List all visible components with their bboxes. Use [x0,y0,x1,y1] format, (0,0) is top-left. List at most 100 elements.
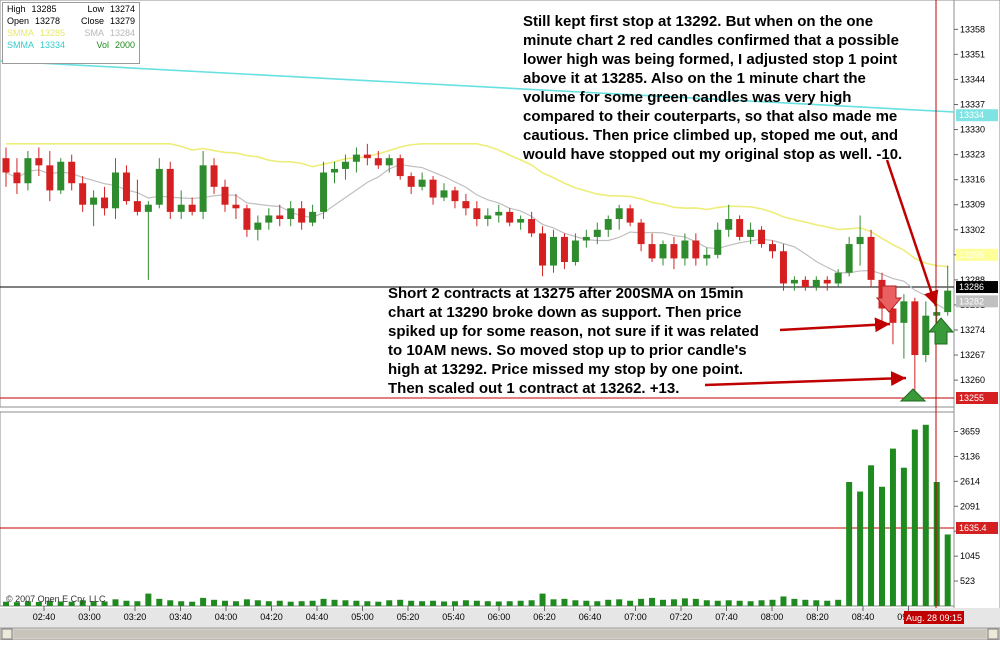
candle-up [725,219,733,230]
price-tick-label: 13288 [960,275,985,285]
volume-bar [933,482,940,606]
time-tick-label: 03:20 [124,612,147,622]
volume-bar [3,601,9,606]
candle-up [155,168,163,205]
price-label-box [956,295,998,308]
volume-bar [911,429,918,606]
price-tick-label: 13330 [960,125,985,135]
volume-bar [134,601,141,606]
info-row-3: SMMA 13285 SMA 13284 [3,27,139,39]
candle-up [57,161,65,191]
info-label: Vol [96,40,109,50]
volume-bar [265,601,272,606]
candle-up [659,244,667,259]
candle-down [779,251,787,284]
candle-up [112,172,119,209]
candle-down [626,208,634,223]
top-annotation-line: cautious. Then price climbed up, stoped … [523,127,899,144]
candle-down [911,301,919,356]
volume-bar [24,601,31,606]
candle-down [13,172,21,184]
candle-down [451,190,459,202]
volume-bar [528,600,535,606]
volume-bar [408,600,415,606]
volume-bar [561,598,568,606]
price-label-text: 13282 [959,296,984,306]
candle-down [68,161,76,184]
price-label-text: 13295 [959,250,984,260]
time-cursor-box [904,611,964,624]
scroll-right-button [987,628,999,640]
volume-bar [35,601,42,606]
candle-up [144,204,152,212]
candle-up [517,219,525,223]
candle-up [309,211,317,223]
price-tick-label: 13351 [960,49,985,59]
top-annotation: Still kept first stop at 13292. But when… [523,12,902,164]
volume-bar [922,424,929,606]
info-label: High [7,4,26,14]
info-value: 13285 [31,4,57,14]
top-annotation-line: Still kept first stop at 13292. But when… [523,13,874,30]
volume-bar [200,597,207,606]
candle-up [90,197,98,205]
time-tick-label: 03:40 [169,612,192,622]
candle-down [374,158,382,166]
volume-tick-label: 3136 [960,451,980,461]
top-annotation-line: compared to their couterparts, so that a… [523,108,898,125]
volume-bar [68,601,75,606]
volume-bar [364,601,371,606]
volume-bar [769,599,776,606]
time-tick-label: 06:20 [533,612,556,622]
candle-down [670,244,678,259]
sma-line [5,163,949,312]
volume-bar [594,601,601,606]
smma-fast-line [6,143,948,268]
volume-bar [484,601,491,606]
candle-down [867,236,875,280]
candle-down [473,208,481,220]
candle-up [845,244,853,273]
volume-bar [156,598,163,606]
info-label: SMMA [7,40,34,50]
volume-bar [243,599,250,606]
candle-down [560,236,568,262]
candle-up [440,190,448,198]
volume-bar [868,465,875,606]
right-axis-area [953,0,1000,641]
time-tick-label: 07:40 [715,612,738,622]
bottom-annotation: Short 2 contracts at 13275 after 200SMA … [388,284,759,398]
time-tick-label: 05:40 [442,612,465,622]
info-row-4: SMMA 13334 Vol 2000 [3,39,139,51]
candle-up [582,236,590,241]
volume-bar [90,601,97,606]
info-value: 2000 [114,40,135,50]
volume-bar [167,600,174,606]
candle-up [550,236,557,266]
time-tick-label: 05:00 [351,612,374,622]
candle-up [703,254,711,259]
price-tick-label: 13267 [960,350,985,360]
candle-up [287,208,295,220]
volume-bar [517,600,524,606]
candle-up [856,236,864,245]
stop-move-arrow [779,317,891,333]
volume-bar [353,600,360,606]
candle-up [615,208,623,220]
candle-up [418,179,426,187]
volume-bar [780,596,787,606]
bottom-annotation-line: spiked up for some reason, not sure if i… [388,323,759,340]
volume-bar [331,599,338,606]
info-value: 13285 [40,28,66,38]
volume-tick-label: 523 [960,576,975,586]
volume-bar [725,600,732,606]
candle-down [462,201,470,209]
time-tick-label: 08:20 [806,612,829,622]
info-value: 13278 [35,16,61,26]
volume-label-text: 1635.4 [959,523,987,533]
copyright-text: © 2007 Open E Cry, LLC [6,594,106,604]
volume-bar [649,597,656,606]
candle-down [210,165,218,187]
